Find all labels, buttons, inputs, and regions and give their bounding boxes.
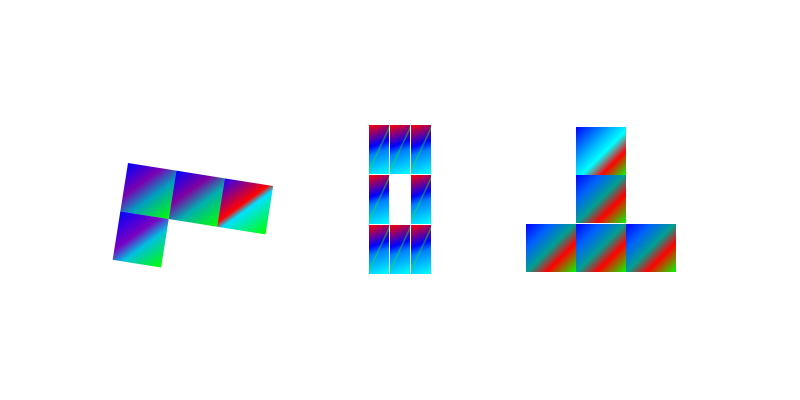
gradient-tile <box>112 211 169 268</box>
striped-tile <box>369 225 389 274</box>
gradient-tile <box>576 175 626 223</box>
striped-tile <box>390 125 410 174</box>
gradient-tile <box>576 127 626 175</box>
striped-tile <box>390 225 410 274</box>
gradient-tile <box>626 224 676 272</box>
gradient-tile <box>576 224 626 272</box>
inverted-t-shape <box>526 127 676 273</box>
striped-tile <box>411 175 431 224</box>
striped-tile <box>411 225 431 274</box>
gradient-tile <box>120 163 177 220</box>
gradient-tile <box>217 178 274 235</box>
gradient-tile <box>526 224 576 272</box>
striped-tile <box>369 125 389 174</box>
gradient-tile <box>168 170 225 227</box>
ring-shape <box>369 125 431 275</box>
striped-tile <box>369 175 389 224</box>
striped-tile <box>411 125 431 174</box>
